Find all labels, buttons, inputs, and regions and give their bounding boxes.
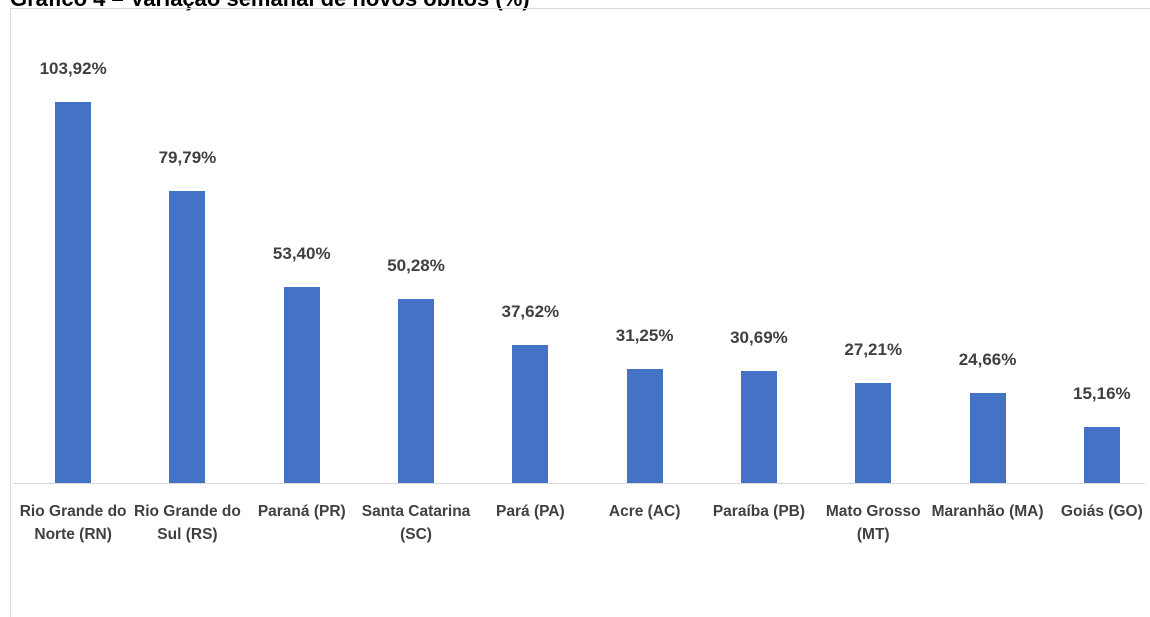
x-axis-line — [13, 483, 1145, 484]
chart-title: Gráfico 4 – Variação semanal de novos ób… — [10, 0, 530, 12]
x-tick-label: Santa Catarina (SC) — [361, 503, 471, 543]
data-label: 30,69% — [730, 327, 788, 347]
data-label: 15,16% — [1073, 384, 1131, 404]
data-label: 27,21% — [844, 340, 903, 360]
x-tick-label: Acre (AC) — [608, 503, 681, 520]
data-label: 103,92% — [39, 59, 107, 79]
bar — [283, 287, 320, 483]
bar — [626, 368, 663, 483]
bar — [398, 298, 435, 483]
x-tick-label: Pará (PA) — [496, 503, 565, 520]
frame — [10, 8, 1150, 9]
data-label: 37,62% — [501, 302, 560, 322]
bar — [169, 190, 206, 483]
x-tick-label: Paraná (PR) — [257, 503, 346, 520]
x-tick-label: Goiás (GO) — [1060, 503, 1143, 520]
bar — [1083, 427, 1120, 483]
bar — [969, 392, 1006, 483]
bar — [855, 383, 892, 483]
x-tick-label: Rio Grande do Norte (RN) — [19, 503, 127, 543]
data-label: 79,79% — [158, 147, 217, 167]
data-label: 53,40% — [272, 244, 331, 264]
bar — [512, 345, 549, 483]
data-label: 31,25% — [615, 325, 674, 345]
data-label: 50,28% — [387, 255, 445, 275]
x-tick-label: Rio Grande do Sul (RS) — [134, 503, 241, 543]
bar — [740, 370, 777, 483]
frame — [10, 8, 11, 617]
x-tick-label: Paraíba (PB) — [712, 503, 806, 520]
x-tick-label: Mato Grosso (MT) — [825, 503, 921, 543]
bar — [55, 102, 92, 483]
x-tick-label: Maranhão (MA) — [931, 503, 1044, 520]
data-label: 24,66% — [958, 349, 1017, 369]
